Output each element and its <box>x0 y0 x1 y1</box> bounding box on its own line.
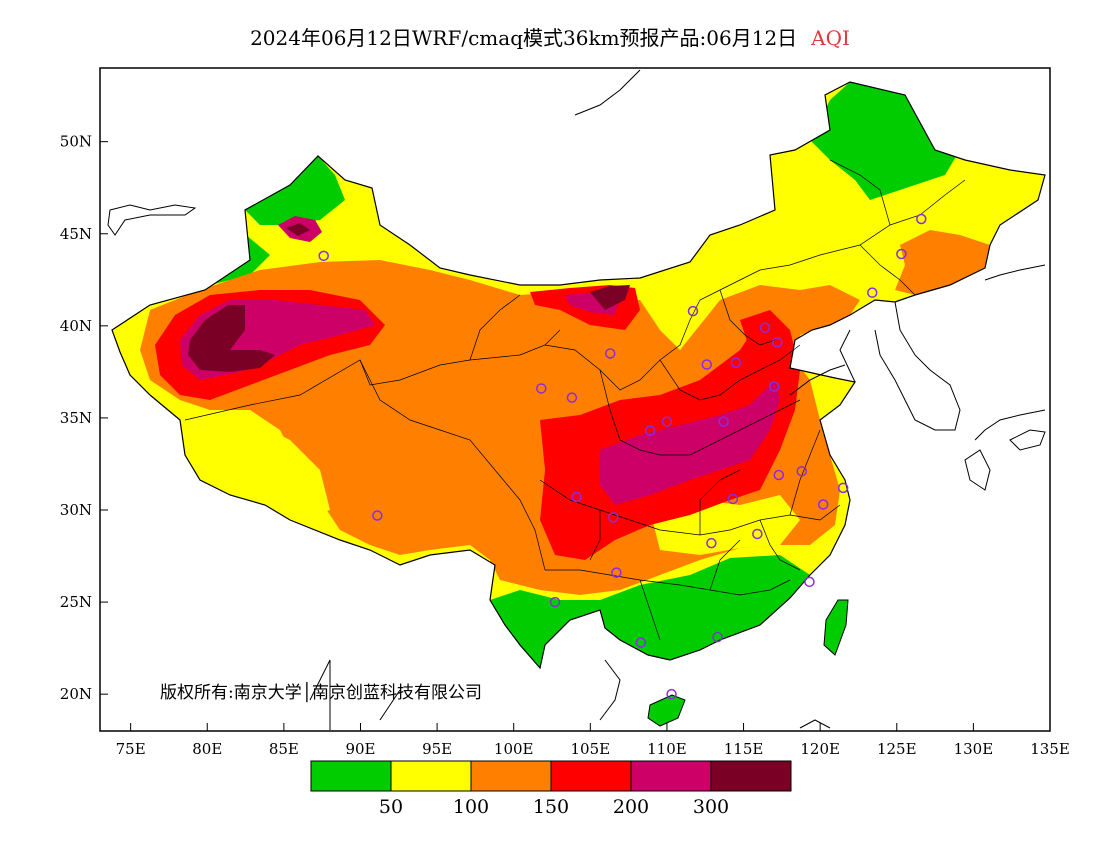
station-marker <box>772 337 783 348</box>
lon-label: 135E <box>1030 740 1070 758</box>
lon-label: 110E <box>647 740 687 758</box>
legend-label: 50 <box>379 796 403 818</box>
lon-label: 120E <box>800 740 840 758</box>
map-area <box>107 69 1046 730</box>
title-variable: AQI <box>811 26 850 50</box>
legend-swatch <box>310 760 392 792</box>
legend-swatch <box>390 760 472 792</box>
legend-label: 200 <box>613 796 649 818</box>
lat-label: 40N <box>60 317 92 335</box>
station-marker <box>796 466 808 477</box>
lat-label: 30N <box>60 501 92 519</box>
province-boundaries <box>184 159 966 641</box>
station-marker <box>752 528 763 540</box>
station-marker <box>566 392 578 403</box>
green-zone-south <box>490 555 810 668</box>
lat-label: 20N <box>60 685 92 703</box>
station-marker <box>804 576 815 588</box>
station-marker <box>837 482 849 494</box>
station-marker <box>661 416 673 427</box>
legend-swatch <box>470 760 552 792</box>
hainan-island <box>647 694 686 727</box>
station-marker <box>372 510 383 521</box>
lon-label: 95E <box>422 740 452 758</box>
station-marker <box>701 359 713 370</box>
monitoring-stations <box>318 213 927 700</box>
lon-label: 115E <box>724 740 764 758</box>
yellow-patch-tibet <box>188 420 330 520</box>
station-marker <box>604 348 616 359</box>
lon-label: 105E <box>571 740 611 758</box>
lat-label: 45N <box>60 225 92 243</box>
station-marker <box>768 381 780 392</box>
lat-label: 35N <box>60 409 92 427</box>
legend-swatch <box>710 760 792 792</box>
station-marker <box>817 499 829 510</box>
station-marker <box>571 491 582 503</box>
station-marker <box>712 631 723 643</box>
lon-label: 75E <box>116 740 146 758</box>
station-marker <box>718 416 729 427</box>
maroon-zone-dzungaria <box>286 223 310 236</box>
map-axes: 75E 80E 85E 90E 95E 100E 105E 110E 115E 120E 125E 1… <box>60 133 1070 758</box>
map-title: 2024年06月12日WRF/cmaq模式36km预报产品:06月12日 AQI <box>0 22 1100 51</box>
lon-label: 100E <box>494 740 534 758</box>
lat-label: 25N <box>60 593 92 611</box>
legend-swatch <box>550 760 632 792</box>
station-marker <box>608 512 619 523</box>
lon-label: 80E <box>192 740 222 758</box>
lon-label: 85E <box>269 740 299 758</box>
lat-label: 50N <box>60 133 92 151</box>
station-marker <box>759 322 771 333</box>
title-main: 2024年06月12日WRF/cmaq模式36km预报产品:06月12日 <box>250 26 798 50</box>
taiwan-island <box>823 599 849 656</box>
maroon-zone-north <box>590 285 630 310</box>
green-zone-northeast <box>810 82 960 200</box>
station-marker <box>644 425 656 437</box>
station-marker <box>549 596 561 608</box>
station-marker <box>867 287 878 298</box>
station-marker <box>687 305 699 317</box>
orange-zone-northeast <box>895 230 990 295</box>
legend-label: 100 <box>453 796 489 818</box>
station-marker <box>727 493 739 505</box>
lon-label: 130E <box>954 740 994 758</box>
station-marker <box>916 213 927 225</box>
station-marker <box>635 637 647 648</box>
station-marker <box>611 567 622 578</box>
station-marker <box>730 357 742 368</box>
magenta-zone-central <box>600 380 780 505</box>
lon-label: 125E <box>877 740 917 758</box>
station-marker <box>318 250 329 262</box>
station-marker <box>706 537 717 549</box>
maroon-zone-tarim <box>188 305 275 372</box>
legend-swatch <box>630 760 712 792</box>
map-frame <box>99 67 1051 732</box>
lon-label: 90E <box>345 740 375 758</box>
station-marker <box>773 469 785 481</box>
legend-label: 300 <box>693 796 729 818</box>
aqi-legend: 50 100 150 200 300 <box>310 760 792 818</box>
station-marker <box>896 248 907 260</box>
copyright-notice: 版权所有:南京大学│南京创蓝科技有限公司 <box>160 683 482 703</box>
china-border <box>111 81 1046 670</box>
station-marker <box>666 688 677 700</box>
neighbor-coastlines <box>107 69 1046 730</box>
legend-label: 150 <box>533 796 569 818</box>
green-zone-northwest <box>245 156 345 225</box>
station-marker <box>536 383 547 394</box>
